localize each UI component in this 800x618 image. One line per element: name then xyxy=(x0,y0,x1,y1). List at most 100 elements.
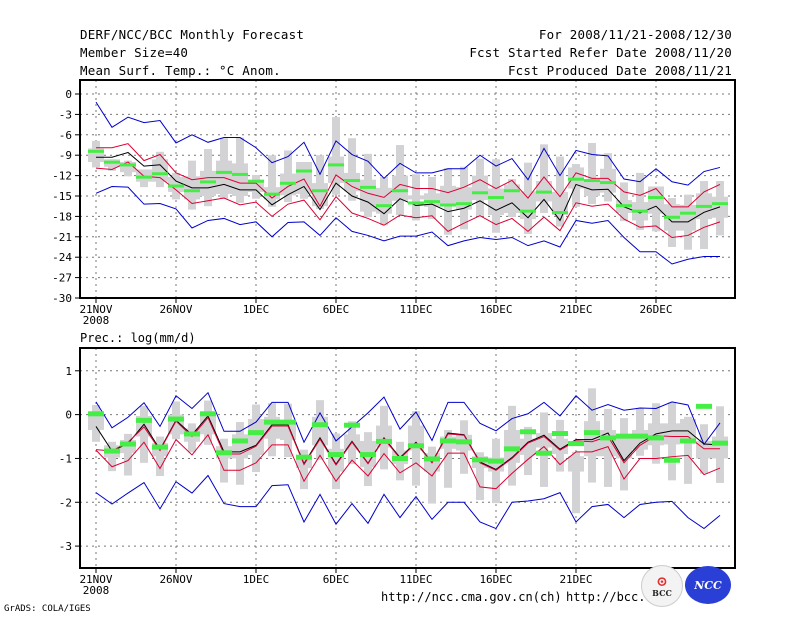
xtick-label: 16DEC xyxy=(479,573,512,586)
whisker-box xyxy=(476,452,484,501)
whisker-box xyxy=(220,438,228,483)
ytick-label: -2 xyxy=(59,496,72,509)
quartile-box xyxy=(232,163,248,197)
bcc-logo-text: BCC xyxy=(652,587,672,598)
median-marker xyxy=(184,431,200,437)
series-line-max xyxy=(95,391,721,446)
median-marker xyxy=(712,202,728,206)
ytick-label: -1 xyxy=(59,452,72,465)
xtick-label: 11DEC xyxy=(399,303,432,316)
median-marker xyxy=(648,196,664,200)
quartile-box xyxy=(312,416,328,446)
median-marker xyxy=(680,211,696,215)
plot-frame xyxy=(79,79,736,299)
ytick-label: -27 xyxy=(52,272,72,285)
median-marker xyxy=(376,438,392,444)
quartile-box xyxy=(328,156,344,184)
quartile-box xyxy=(600,168,616,193)
quartile-box xyxy=(552,191,568,216)
median-marker xyxy=(216,450,232,456)
grads-credit: GrADS: COLA/IGES xyxy=(4,604,91,614)
median-marker xyxy=(712,440,728,446)
quartile-box xyxy=(520,191,536,220)
median-marker xyxy=(296,454,312,460)
series-line-lower xyxy=(95,161,721,239)
median-marker xyxy=(280,181,296,185)
quartile-box xyxy=(712,436,728,459)
median-marker xyxy=(120,163,136,167)
median-marker xyxy=(536,450,552,456)
ytick-label: -18 xyxy=(52,210,72,223)
median-marker xyxy=(616,204,632,208)
quartile-box xyxy=(312,183,328,207)
ytick-label: -3 xyxy=(59,108,72,121)
median-marker xyxy=(168,184,184,188)
xtick-label: 26NOV xyxy=(159,303,192,316)
ytick-label: -21 xyxy=(52,231,72,244)
median-marker xyxy=(248,430,264,436)
median-marker xyxy=(312,189,328,193)
xtick-label: 6DEC xyxy=(323,303,350,316)
median-marker xyxy=(632,209,648,213)
median-marker xyxy=(584,179,600,183)
median-marker xyxy=(392,456,408,461)
series-line-upper xyxy=(95,416,720,471)
ytick-label: -24 xyxy=(52,251,72,264)
median-marker xyxy=(568,177,584,181)
url-bcc[interactable]: http://bcc. xyxy=(566,590,646,604)
xtick-label: 21DEC xyxy=(559,573,592,586)
quartile-box xyxy=(680,418,696,441)
median-marker xyxy=(152,172,168,176)
median-marker xyxy=(168,416,184,422)
median-marker xyxy=(104,160,120,164)
median-marker xyxy=(696,204,712,208)
forecast-started-date: Fcst Started Refer Date 2008/11/20 xyxy=(469,45,732,60)
quartile-box xyxy=(568,456,584,472)
ncc-logo: NCC xyxy=(685,566,731,604)
median-marker xyxy=(120,441,136,447)
quartile-box xyxy=(584,421,600,457)
median-marker xyxy=(664,457,680,463)
quartile-box xyxy=(360,179,376,212)
median-marker xyxy=(360,452,376,458)
quartile-box xyxy=(424,193,440,207)
median-marker xyxy=(136,175,152,179)
ytick-label: -6 xyxy=(59,129,72,142)
median-marker xyxy=(216,170,232,174)
xtick-label: 6DEC xyxy=(323,573,350,586)
xtick-label: 21NOV xyxy=(79,573,112,586)
median-marker xyxy=(520,429,536,435)
whisker-box xyxy=(300,449,308,490)
median-marker xyxy=(616,433,632,439)
whisker-box xyxy=(540,144,548,214)
whisker-box xyxy=(428,446,436,504)
xtick-label: 21DEC xyxy=(559,303,592,316)
whisker-box xyxy=(636,172,644,231)
series-line-min xyxy=(95,474,721,530)
variable-label: Mean Surf. Temp.: °C Anom. xyxy=(80,63,281,78)
quartile-box xyxy=(200,170,216,197)
median-marker xyxy=(88,411,104,417)
url-ncc[interactable]: http://ncc.cma.gov.cn(ch) xyxy=(381,590,562,604)
median-marker xyxy=(200,411,216,417)
whisker-box xyxy=(444,429,452,488)
quartile-box xyxy=(456,187,472,210)
median-marker xyxy=(152,444,168,450)
quartile-box xyxy=(88,412,104,430)
quartile-box xyxy=(232,434,248,459)
series-line-upper xyxy=(96,143,721,208)
xtick-label: 16DEC xyxy=(479,303,512,316)
median-marker xyxy=(456,202,472,206)
quartile-box xyxy=(344,172,360,192)
median-marker xyxy=(600,181,616,185)
quartile-box xyxy=(440,185,456,205)
quartile-box xyxy=(616,434,632,459)
quartile-box xyxy=(552,438,568,455)
forecast-produced-date: Fcst Produced Date 2008/11/21 xyxy=(507,63,732,78)
median-marker xyxy=(696,403,712,409)
xtick-label: 26NOV xyxy=(159,573,192,586)
median-marker xyxy=(392,189,408,193)
median-marker xyxy=(504,189,520,193)
